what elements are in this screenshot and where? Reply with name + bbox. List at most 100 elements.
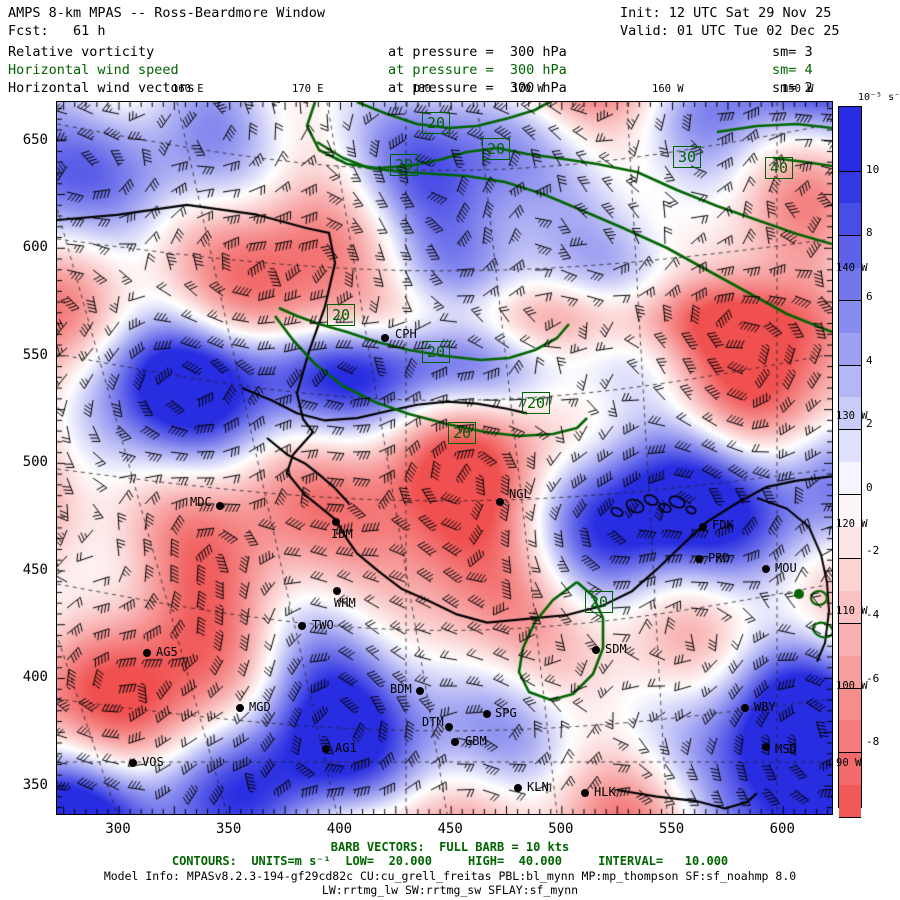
station-marker[interactable] [445, 723, 453, 731]
station-marker[interactable] [143, 649, 151, 657]
colorbar-segment [839, 138, 861, 172]
y-tick-label: 400 [22, 669, 48, 686]
station-label: TWO [312, 618, 334, 632]
station-marker[interactable] [381, 334, 389, 342]
station-label: MSD [775, 742, 797, 756]
station-label: WBY [754, 700, 776, 714]
model-info: Model Info: MPASv8.2.3-194-gf29cd82c CU:… [103, 869, 797, 883]
map-plot-area[interactable]: CPHMDCIDMWHMTWOAG5MGDVOSAG1AG4BDMDTMGBMS… [56, 101, 833, 815]
station-label: GBM [465, 734, 487, 748]
colorbar-tick-label: -8 [866, 735, 880, 749]
barb-legend: BARB VECTORS: FULL BARB = 10 kts [330, 840, 570, 854]
forecast-hour: Fcst: 61 h [8, 23, 106, 39]
station-label: CPH [395, 327, 417, 341]
contour-value-label: 20 [585, 591, 614, 613]
station-label: MOU [775, 561, 797, 575]
station-label: SPG [495, 706, 517, 720]
lon-label: 160 W [652, 83, 684, 95]
colorbar-tick-label: 2 [866, 417, 873, 431]
station-label: VOS [142, 755, 164, 769]
field-smoothing-windspeed: sm= 4 [772, 62, 813, 78]
colorbar-tick-label: 8 [866, 226, 873, 240]
station-label: MDC [190, 495, 212, 509]
station-marker[interactable] [333, 587, 341, 595]
colorbar-segment [839, 107, 861, 139]
x-tick-label: 400 [326, 821, 353, 837]
station-marker[interactable] [592, 646, 600, 654]
contour-value-label: 40 [765, 157, 794, 179]
station-marker[interactable] [298, 622, 306, 630]
colorbar-segment [839, 430, 861, 462]
station-marker[interactable] [762, 565, 770, 573]
field-level-vorticity: at pressure = 300 hPa [388, 44, 567, 60]
station-marker[interactable] [483, 710, 491, 718]
x-tick-label: 550 [658, 821, 685, 837]
station-marker[interactable] [416, 687, 424, 695]
field-smoothing-windvectors: sm= 2 [772, 80, 813, 96]
contour-value-label: 20 [522, 392, 551, 414]
lon-label: 150 W [782, 83, 814, 95]
station-marker[interactable] [741, 704, 749, 712]
field-level-windspeed: at pressure = 300 hPa [388, 62, 567, 78]
colorbar-segment [839, 753, 861, 786]
colorbar-tick-label: -2 [866, 544, 880, 558]
station-marker[interactable] [129, 759, 137, 767]
field-label-windspeed: Horizontal wind speed [8, 62, 179, 78]
field-label-windvectors: Horizontal wind vectors [8, 80, 195, 96]
station-marker[interactable] [581, 789, 589, 797]
station-label: AG5 [156, 645, 178, 659]
physics-info: LW:rrtmg_lw SW:rrtmg_sw SFLAY:sf_mynn [321, 883, 579, 897]
y-tick-label: 600 [22, 239, 48, 256]
x-tick-label: 300 [105, 821, 131, 837]
colorbar-segment [839, 494, 861, 527]
colorbar-segment [839, 397, 861, 431]
lon-label: 170 E [292, 83, 324, 95]
station-label: DTM [422, 715, 444, 729]
colorbar-segment [839, 591, 861, 624]
contour-value-label: 20 [482, 138, 511, 160]
colorbar-tick-label: 4 [866, 353, 873, 367]
lat-label-right: 90 W [836, 757, 862, 769]
colorbar-segment [839, 559, 861, 592]
station-marker[interactable] [451, 738, 459, 746]
station-marker[interactable] [699, 523, 707, 531]
contour-legend: CONTOURS: UNITS=m s⁻¹ LOW= 20.000 HIGH= … [171, 854, 729, 868]
vorticity-colorbar [838, 106, 862, 818]
lat-label-right: 120 W [836, 518, 868, 530]
colorbar-segment [839, 688, 861, 721]
colorbar-tick-label: -4 [866, 608, 880, 622]
station-label: FDK [712, 518, 734, 532]
station-marker[interactable] [332, 518, 340, 526]
station-label: AG1 [335, 741, 357, 755]
y-tick-label: 550 [22, 346, 48, 363]
lon-label: 170 W [512, 83, 544, 95]
station-label: HLK [594, 785, 616, 799]
chart-title: AMPS 8-km MPAS -- Ross-Beardmore Window [8, 5, 325, 21]
station-label: BDM [390, 682, 412, 696]
colorbar-units: 10⁻⁵ s⁻¹ [858, 92, 900, 103]
station-label: IDM [331, 527, 353, 541]
x-tick-label: 600 [769, 821, 795, 837]
contour-value-label: 30 [673, 146, 702, 168]
station-marker[interactable] [695, 555, 703, 563]
lat-label-right: 130 W [836, 410, 868, 422]
contour-value-label: 20 [422, 341, 451, 363]
lat-label-right: 110 W [836, 605, 868, 617]
field-label-vorticity: Relative vorticity [8, 44, 155, 60]
colorbar-segment [839, 236, 861, 269]
colorbar-segment [839, 526, 861, 560]
station-marker[interactable] [216, 502, 224, 510]
contour-value-label: 20 [448, 422, 477, 444]
valid-time: Valid: 01 UTC Tue 02 Dec 25 [620, 23, 840, 39]
station-marker[interactable] [496, 498, 504, 506]
station-label: KLN [527, 780, 549, 794]
station-marker[interactable] [322, 745, 330, 753]
y-tick-label: 450 [22, 561, 48, 578]
station-marker[interactable] [514, 784, 522, 792]
contour-value-label: 20 [327, 304, 356, 326]
x-tick-label: 450 [437, 821, 463, 837]
colorbar-segment [839, 655, 861, 689]
colorbar-segment [839, 720, 861, 754]
station-marker[interactable] [762, 743, 770, 751]
station-marker[interactable] [236, 704, 244, 712]
